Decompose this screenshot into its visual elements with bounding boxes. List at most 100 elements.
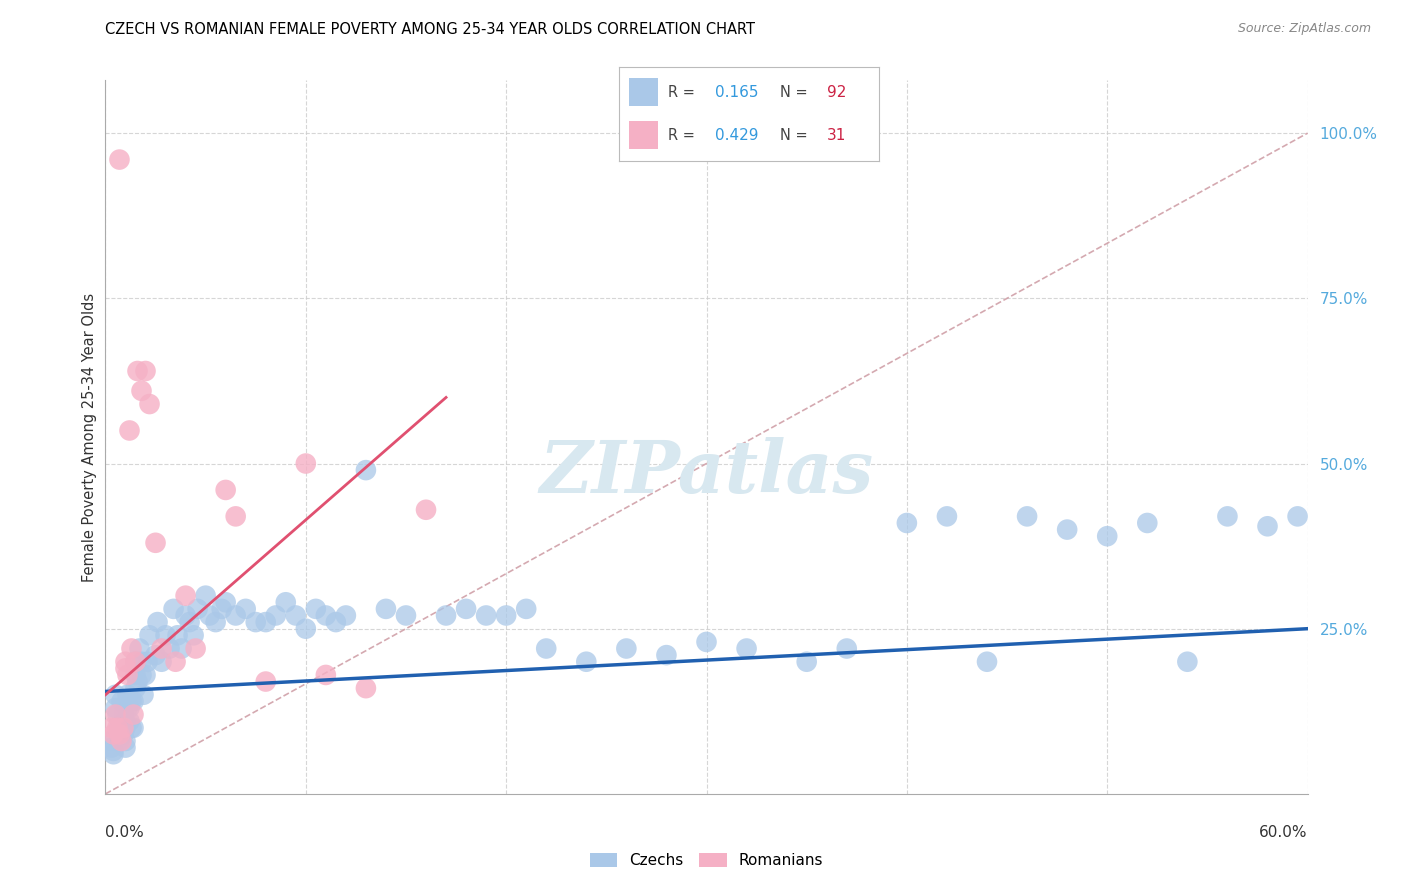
Point: [104, 707, 127, 722]
Point: [131, 668, 153, 682]
Point: [1017, 509, 1039, 524]
Point: [162, 602, 184, 616]
Point: [100, 721, 122, 735]
Point: [354, 463, 377, 477]
Point: [211, 602, 233, 616]
Point: [100, 734, 122, 748]
Point: [118, 424, 141, 438]
Point: [155, 628, 177, 642]
Point: [166, 628, 188, 642]
Point: [174, 608, 197, 623]
Point: [198, 608, 221, 623]
Point: [110, 734, 132, 748]
Point: [976, 655, 998, 669]
Point: [274, 595, 297, 609]
Point: [135, 668, 157, 682]
Point: [655, 648, 678, 662]
Point: [295, 457, 318, 471]
Point: [110, 694, 132, 708]
Point: [179, 615, 201, 629]
Point: [225, 509, 247, 524]
Point: [117, 701, 139, 715]
Text: Source: ZipAtlas.com: Source: ZipAtlas.com: [1237, 22, 1371, 36]
Point: [495, 608, 517, 623]
Point: [127, 364, 149, 378]
Point: [121, 641, 143, 656]
Point: [1177, 655, 1199, 669]
Point: [1216, 509, 1239, 524]
Point: [117, 668, 139, 682]
Point: [114, 655, 136, 669]
Point: [315, 668, 337, 682]
Point: [131, 384, 153, 398]
Point: [108, 727, 131, 741]
Point: [354, 681, 377, 695]
Point: [145, 648, 167, 662]
Point: [150, 641, 173, 656]
Point: [117, 688, 139, 702]
FancyBboxPatch shape: [628, 78, 658, 106]
Point: [415, 502, 437, 516]
Point: [896, 516, 918, 530]
Point: [128, 641, 150, 656]
Point: [335, 608, 357, 623]
Point: [1286, 509, 1309, 524]
Point: [183, 628, 205, 642]
Point: [107, 721, 129, 735]
Text: R =: R =: [668, 85, 700, 100]
Point: [254, 615, 277, 629]
Point: [325, 615, 347, 629]
Point: [315, 608, 337, 623]
Point: [114, 714, 136, 729]
Point: [122, 707, 145, 722]
Point: [575, 655, 598, 669]
Point: [135, 364, 157, 378]
Point: [146, 615, 169, 629]
Point: [108, 153, 131, 167]
Point: [264, 608, 287, 623]
FancyBboxPatch shape: [628, 121, 658, 149]
Point: [735, 641, 758, 656]
Point: [121, 721, 143, 735]
Point: [454, 602, 477, 616]
Text: N =: N =: [780, 128, 813, 143]
Point: [194, 589, 217, 603]
Point: [395, 608, 418, 623]
Point: [475, 608, 498, 623]
Point: [295, 622, 318, 636]
Point: [936, 509, 959, 524]
Text: CZECH VS ROMANIAN FEMALE POVERTY AMONG 25-34 YEAR OLDS CORRELATION CHART: CZECH VS ROMANIAN FEMALE POVERTY AMONG 2…: [105, 22, 755, 37]
Point: [138, 628, 160, 642]
Point: [104, 688, 127, 702]
Point: [132, 688, 155, 702]
Point: [165, 655, 187, 669]
Point: [1136, 516, 1159, 530]
Point: [1257, 519, 1279, 533]
Point: [112, 707, 135, 722]
Point: [124, 668, 146, 682]
Text: ZIPatlas: ZIPatlas: [540, 437, 873, 508]
Point: [114, 661, 136, 675]
Point: [127, 674, 149, 689]
Point: [225, 608, 247, 623]
Point: [114, 740, 136, 755]
Legend: Czechs, Romanians: Czechs, Romanians: [589, 854, 824, 868]
Point: [434, 608, 457, 623]
Text: R =: R =: [668, 128, 700, 143]
Point: [515, 602, 537, 616]
Point: [835, 641, 858, 656]
Point: [214, 595, 236, 609]
Point: [184, 641, 207, 656]
Point: [374, 602, 398, 616]
Point: [103, 727, 125, 741]
Point: [100, 740, 122, 755]
Point: [159, 641, 181, 656]
Point: [124, 655, 146, 669]
Point: [187, 602, 209, 616]
Point: [1097, 529, 1119, 543]
Point: [136, 655, 159, 669]
Point: [112, 727, 135, 741]
Point: [118, 714, 141, 729]
Text: 0.429: 0.429: [714, 128, 758, 143]
Point: [174, 589, 197, 603]
